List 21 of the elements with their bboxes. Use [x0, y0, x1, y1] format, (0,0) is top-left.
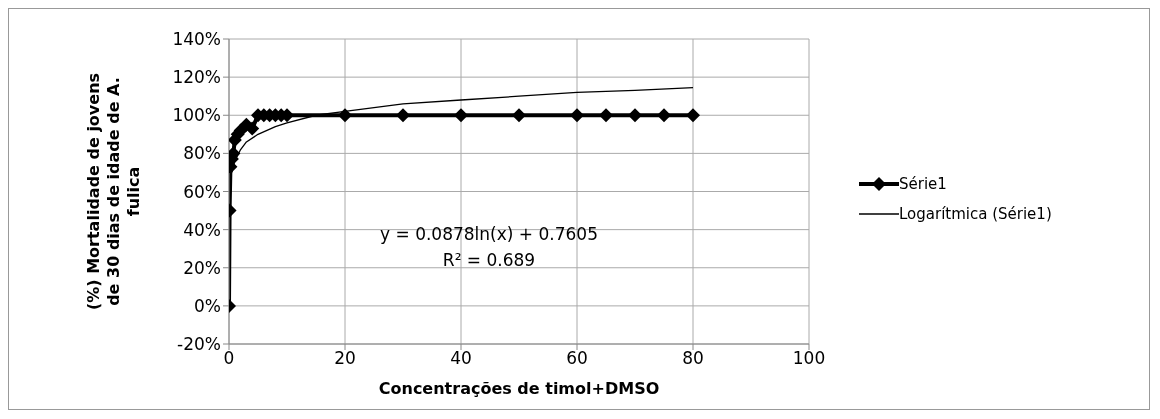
x-tick-label: 40: [450, 348, 472, 369]
annotation: R² = 0.689: [442, 250, 536, 270]
y-tick-label: 80%: [183, 143, 221, 164]
x-axis-title: Concentrações de timol+DMSO: [378, 379, 660, 398]
y-tick-label: -20%: [177, 334, 221, 355]
y-tick-label: 0%: [194, 295, 221, 316]
y-tick-label: 20%: [183, 257, 221, 278]
y-tick-label: 120%: [172, 67, 221, 88]
annotation: y = 0.0878ln(x) + 0.7605: [380, 224, 598, 244]
x-tick-label: 100: [792, 348, 826, 369]
y-tick-label: 100%: [172, 105, 221, 126]
x-tick-label: 0: [223, 348, 235, 369]
x-tick-label: 60: [566, 348, 588, 369]
legend-label: Série1: [899, 175, 947, 193]
y-tick-label: 40%: [183, 219, 221, 240]
y-axis-title: (%) Mortalidade de jovens de 30 dias de idade de A. fulica: [84, 72, 143, 311]
y-tick-label: 140%: [172, 29, 221, 50]
x-tick-label: 80: [682, 348, 704, 369]
y-tick-label: 60%: [183, 181, 221, 202]
legend-label: Logarítmica (Série1): [899, 205, 1052, 223]
x-tick-label: 20: [334, 348, 356, 369]
